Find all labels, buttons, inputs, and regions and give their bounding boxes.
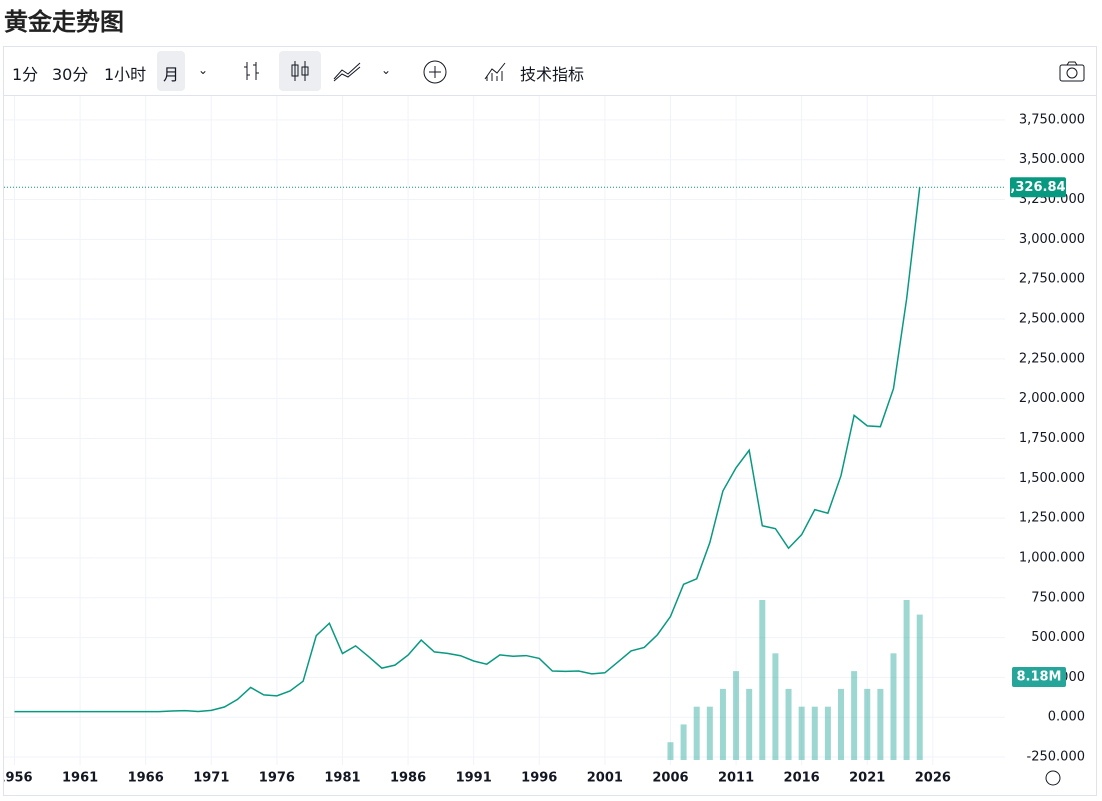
y-tick-label: 3,500.000 — [1019, 152, 1085, 167]
x-tick-label: 2016 — [784, 771, 820, 786]
volume-bar — [719, 688, 726, 760]
volume-bar — [785, 688, 792, 760]
y-tick-label: 2,750.000 — [1019, 272, 1085, 287]
interval[interactable]: 1小时 — [104, 65, 147, 84]
volume-label: 8.18M — [1016, 670, 1061, 685]
selected-bg — [157, 51, 185, 91]
volume-bar — [877, 688, 884, 760]
price-line — [14, 187, 921, 713]
x-tick-label: 1996 — [521, 771, 557, 786]
indicator-icon[interactable] — [482, 59, 508, 83]
x-tick-label: 1956 — [0, 771, 33, 786]
volume-bar — [903, 600, 910, 760]
volume-bar — [838, 688, 845, 760]
x-tick-label: 1961 — [62, 771, 98, 786]
volume-bar — [864, 688, 871, 760]
y-tick-label: 0.000 — [1048, 710, 1085, 725]
indicators[interactable]: 技术指标 — [520, 65, 585, 84]
volume-bar — [798, 706, 805, 760]
volume-bar — [667, 742, 674, 760]
toolbar: 1分 30分 1小时 月 ⌄ ⌄ 技术指标 — [4, 47, 1096, 96]
x-tick-label: 2011 — [718, 771, 754, 786]
y-tick-label: -250.000 — [1027, 750, 1085, 765]
x-tick-label: 1991 — [456, 771, 492, 786]
x-tick-label: 1986 — [390, 771, 426, 786]
x-tick-label: 1971 — [193, 771, 229, 786]
volume-bar — [746, 688, 753, 760]
volume-bar — [824, 706, 831, 760]
volume-bar — [759, 600, 766, 760]
last-price-label: 3,326.845 — [1001, 180, 1074, 195]
volume-bar — [916, 614, 923, 760]
x-tick-label: 2006 — [652, 771, 688, 786]
volume-bar — [811, 706, 818, 760]
y-tick-label: 2,500.000 — [1019, 312, 1085, 327]
selected-bg — [279, 51, 321, 91]
volume-bar — [851, 671, 858, 760]
y-tick-label: 2,000.000 — [1019, 391, 1085, 406]
x-tick-label: 1976 — [259, 771, 295, 786]
x-tick-label: 1966 — [128, 771, 164, 786]
volume-bar — [772, 653, 779, 760]
camera-icon[interactable] — [1058, 59, 1086, 83]
settings-icon — [1045, 770, 1061, 786]
volume-bar — [733, 671, 740, 760]
y-tick-label: 2,250.000 — [1019, 351, 1085, 366]
x-tick-label: 2026 — [915, 771, 951, 786]
chart-frame: 1分 30分 1小时 月 ⌄ ⌄ 技术指标 — [3, 46, 1097, 796]
y-tick-label: 1,750.000 — [1019, 431, 1085, 446]
y-tick-label: 3,750.000 — [1019, 112, 1085, 127]
y-tick-label: 1,250.000 — [1019, 511, 1085, 526]
candle-icon[interactable] — [288, 59, 312, 83]
volume-bar — [890, 653, 897, 760]
x-tick-label: 1981 — [324, 771, 360, 786]
y-tick-label: 1,000.000 — [1019, 550, 1085, 565]
volume-bar — [706, 706, 713, 760]
x-tick-label: 2001 — [587, 771, 623, 786]
interval[interactable]: 1分 — [12, 65, 39, 84]
last-price-box — [1010, 177, 1066, 198]
y-tick-label: 750.000 — [1031, 590, 1085, 605]
page-title: 黄金走势图 — [4, 8, 124, 36]
dropdown[interactable]: ⌄ — [381, 63, 392, 77]
volume-bar — [680, 724, 687, 760]
y-tick-label: 500.000 — [1031, 630, 1085, 645]
y-tick-label: 3,000.000 — [1019, 232, 1085, 247]
interval[interactable]: 30分 — [52, 65, 89, 84]
area-icon[interactable] — [332, 59, 362, 83]
bar-icon[interactable] — [240, 59, 264, 83]
interval[interactable]: 月 — [163, 65, 180, 84]
volume-bar — [693, 706, 700, 760]
plot-area: 3,750.0003,500.0003,250.0003,000.0002,75… — [0, 96, 1085, 786]
x-tick-label: 2021 — [849, 771, 885, 786]
volume-box — [1012, 667, 1066, 687]
add-icon[interactable] — [422, 59, 448, 85]
y-tick-label: 1,500.000 — [1019, 471, 1085, 486]
dropdown[interactable]: ⌄ — [198, 63, 209, 77]
